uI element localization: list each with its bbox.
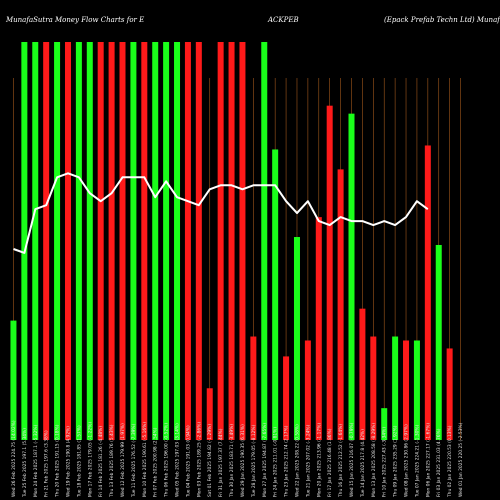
x-tick-label: Wed 05 Feb 2025 197.03 (3.14%): [175, 423, 181, 497]
chart-title-right: (Epack Prefab Techn Ltd) MunafaSutra: [384, 16, 500, 24]
x-tick-label: Fri 17 Jan 2025 216.48 (1.86%): [327, 428, 333, 497]
bar-mark: [130, 42, 137, 440]
bar-mark: [446, 348, 453, 440]
bar-mark: [54, 42, 61, 440]
bar-mark: [195, 42, 202, 440]
bar-mark: [163, 42, 170, 440]
x-tick-label: Tue 18 Feb 2025 181.85 (1.57%): [76, 425, 82, 498]
x-tick-label: Thu 02 Jan 2025 220.53 (0.13%): [447, 425, 453, 498]
x-tick-label: Fri 10 Jan 2025 227.43 (-3.34%): [382, 427, 388, 497]
bar-mark: [272, 149, 279, 440]
x-tick-label: Thu 20 Feb 2025 191.15 (0.18%): [55, 424, 61, 498]
bar-mark: [392, 336, 399, 440]
bar-mark: [228, 42, 235, 440]
bar-mark: [21, 42, 28, 440]
bar-mark: [381, 408, 388, 440]
bar-mark: [10, 320, 17, 440]
x-tick-label: Fri 03 Jan 2025 231.03 (4.76%): [436, 428, 442, 497]
x-tick-label: Thu 30 Jan 2025 183.71 (-3.49%): [229, 424, 235, 498]
x-tick-label: Thu 06 Feb 2025 196.00 (-0.52%): [164, 423, 170, 498]
x-tick-label: Mon 27 Jan 2025 194.87 (-7.65%): [262, 423, 268, 497]
x-tick-label: Thu 16 Jan 2025 212.52 (-1.64%): [338, 424, 344, 498]
x-tick-label: Wed 19 Feb 2025 190.8 (4.92%): [65, 426, 71, 497]
x-axis-tick-labels: Wed 26 Feb 2025 224.75 (14.02%) Tue 25 Fe…: [11, 420, 464, 498]
bar-mark: [424, 145, 431, 441]
bar-mark: [293, 237, 300, 440]
x-tick-label: Wed 12 Feb 2025 179.99 (1.97%): [120, 423, 126, 497]
bar-mark: [108, 42, 115, 440]
x-tick-label: Wed 08 Jan 2025 230.86 (2.97%): [404, 424, 410, 497]
bar-mark: [261, 42, 268, 440]
x-tick-label: Mon 20 Jan 2025 213.96 (-1.17%): [316, 423, 322, 497]
x-tick-label: Wed 15 Jan 2025 216.07 (-0.79%): [349, 422, 355, 497]
bar-mark: [97, 42, 104, 440]
bar-mark: [217, 42, 224, 440]
chart-title-symbol: ACKPEB: [267, 16, 299, 24]
x-tick-label: Wed 01 Jan 2025 220.25 (-2.53%): [458, 422, 464, 497]
bar-mark: [206, 388, 213, 440]
x-tick-label: Mon 03 Feb 2025 189.25 (-2.86%): [196, 422, 202, 497]
x-tick-label: Mon 06 Jan 2025 227.17 (-1.67%): [425, 423, 431, 497]
x-tick-label: Fri 31 Jan 2025 197.37 (7.44%): [218, 428, 224, 497]
bar-mark: [403, 340, 410, 440]
bar-mark: [119, 42, 126, 440]
x-tick-label: Thu 23 Jan 2025 212.74 (2.17%): [284, 425, 290, 498]
bar-mark: [326, 105, 333, 441]
bar-mark: [152, 42, 159, 440]
x-tick-label: Tue 07 Jan 2025 224.21 (-1.30%): [414, 424, 420, 498]
x-tick-label: Wed 22 Jan 2025 208.22 (0.58%): [294, 424, 300, 497]
x-tick-label: Wed 29 Jan 2025 190.35 (6.31%): [240, 424, 246, 497]
x-tick-label: Wed 26 Feb 2025 224.75 (14.02%): [11, 420, 17, 497]
bar-mark: [370, 336, 377, 440]
x-tick-label: Thu 13 Feb 2025 189.76 (5.43%): [109, 424, 115, 498]
bar-mark: [174, 42, 181, 440]
x-tick-label: Fri 07 Feb 2025 200.98 (2.54%): [153, 427, 159, 497]
x-tick-label: Fri 14 Feb 2025 181.26 (-4.48%): [98, 426, 104, 497]
bar-mark: [337, 169, 344, 441]
bar-mark: [304, 340, 311, 440]
x-tick-label: Tue 25 Feb 2025 197.1 (5.34%): [22, 428, 28, 498]
x-tick-label: Tue 21 Jan 2025 207.02 (-3.24%): [305, 424, 311, 498]
bar-mark: [283, 356, 290, 440]
bar-mark: [141, 42, 148, 440]
trend-line: [13, 172, 429, 254]
bar-mark: [43, 42, 50, 440]
bar-mark: [239, 42, 246, 440]
bar-mark: [75, 42, 82, 440]
bar-mark: [184, 42, 191, 440]
x-tick-label: Mon 10 Feb 2025 190.61 (-5.16%): [142, 422, 148, 497]
bar-mark: [348, 113, 355, 440]
x-tick-label: Mon 24 Feb 2025 187.1 (-5.32%): [33, 424, 39, 497]
x-tick-label: Fri 24 Jan 2025 211.01 (-0.81%): [273, 427, 279, 497]
bar-mark: [86, 42, 93, 440]
x-tick-label: Sat 01 Feb 2025 194.82 (-1.29%): [207, 424, 213, 497]
bar-mark: [413, 340, 420, 440]
bar-mark: [359, 308, 366, 440]
x-tick-label: Thu 09 Jan 2025 235.29 (1.92%): [393, 425, 399, 498]
bar-mark: [315, 217, 322, 440]
x-tick-label: Mon 17 Feb 2025 179.05 (-1.22%): [87, 422, 93, 497]
bar-mark: [435, 244, 442, 440]
chart-title-left: MunafaSutra Money Flow Charts for E: [5, 16, 144, 24]
x-tick-label: Tue 04 Feb 2025 191.03 (0.94%): [185, 425, 191, 498]
bar-mark: [32, 42, 39, 440]
x-tick-label: Tue 14 Jan 2025 217.8 (4.42%): [360, 429, 366, 498]
bar-mark: [64, 42, 71, 440]
x-tick-label: Fri 21 Feb 2025 197.6 (3.38%): [44, 430, 50, 497]
x-tick-label: Mon 13 Jan 2025 208.58 (-8.29%): [371, 423, 377, 497]
bar-series: [10, 42, 453, 441]
bar-mark: [250, 336, 257, 440]
x-tick-label: Tue 28 Jan 2025 179.05 (-8.12%): [251, 424, 257, 498]
x-tick-label: Tue 11 Feb 2025 176.52 (-7.39%): [131, 423, 137, 498]
